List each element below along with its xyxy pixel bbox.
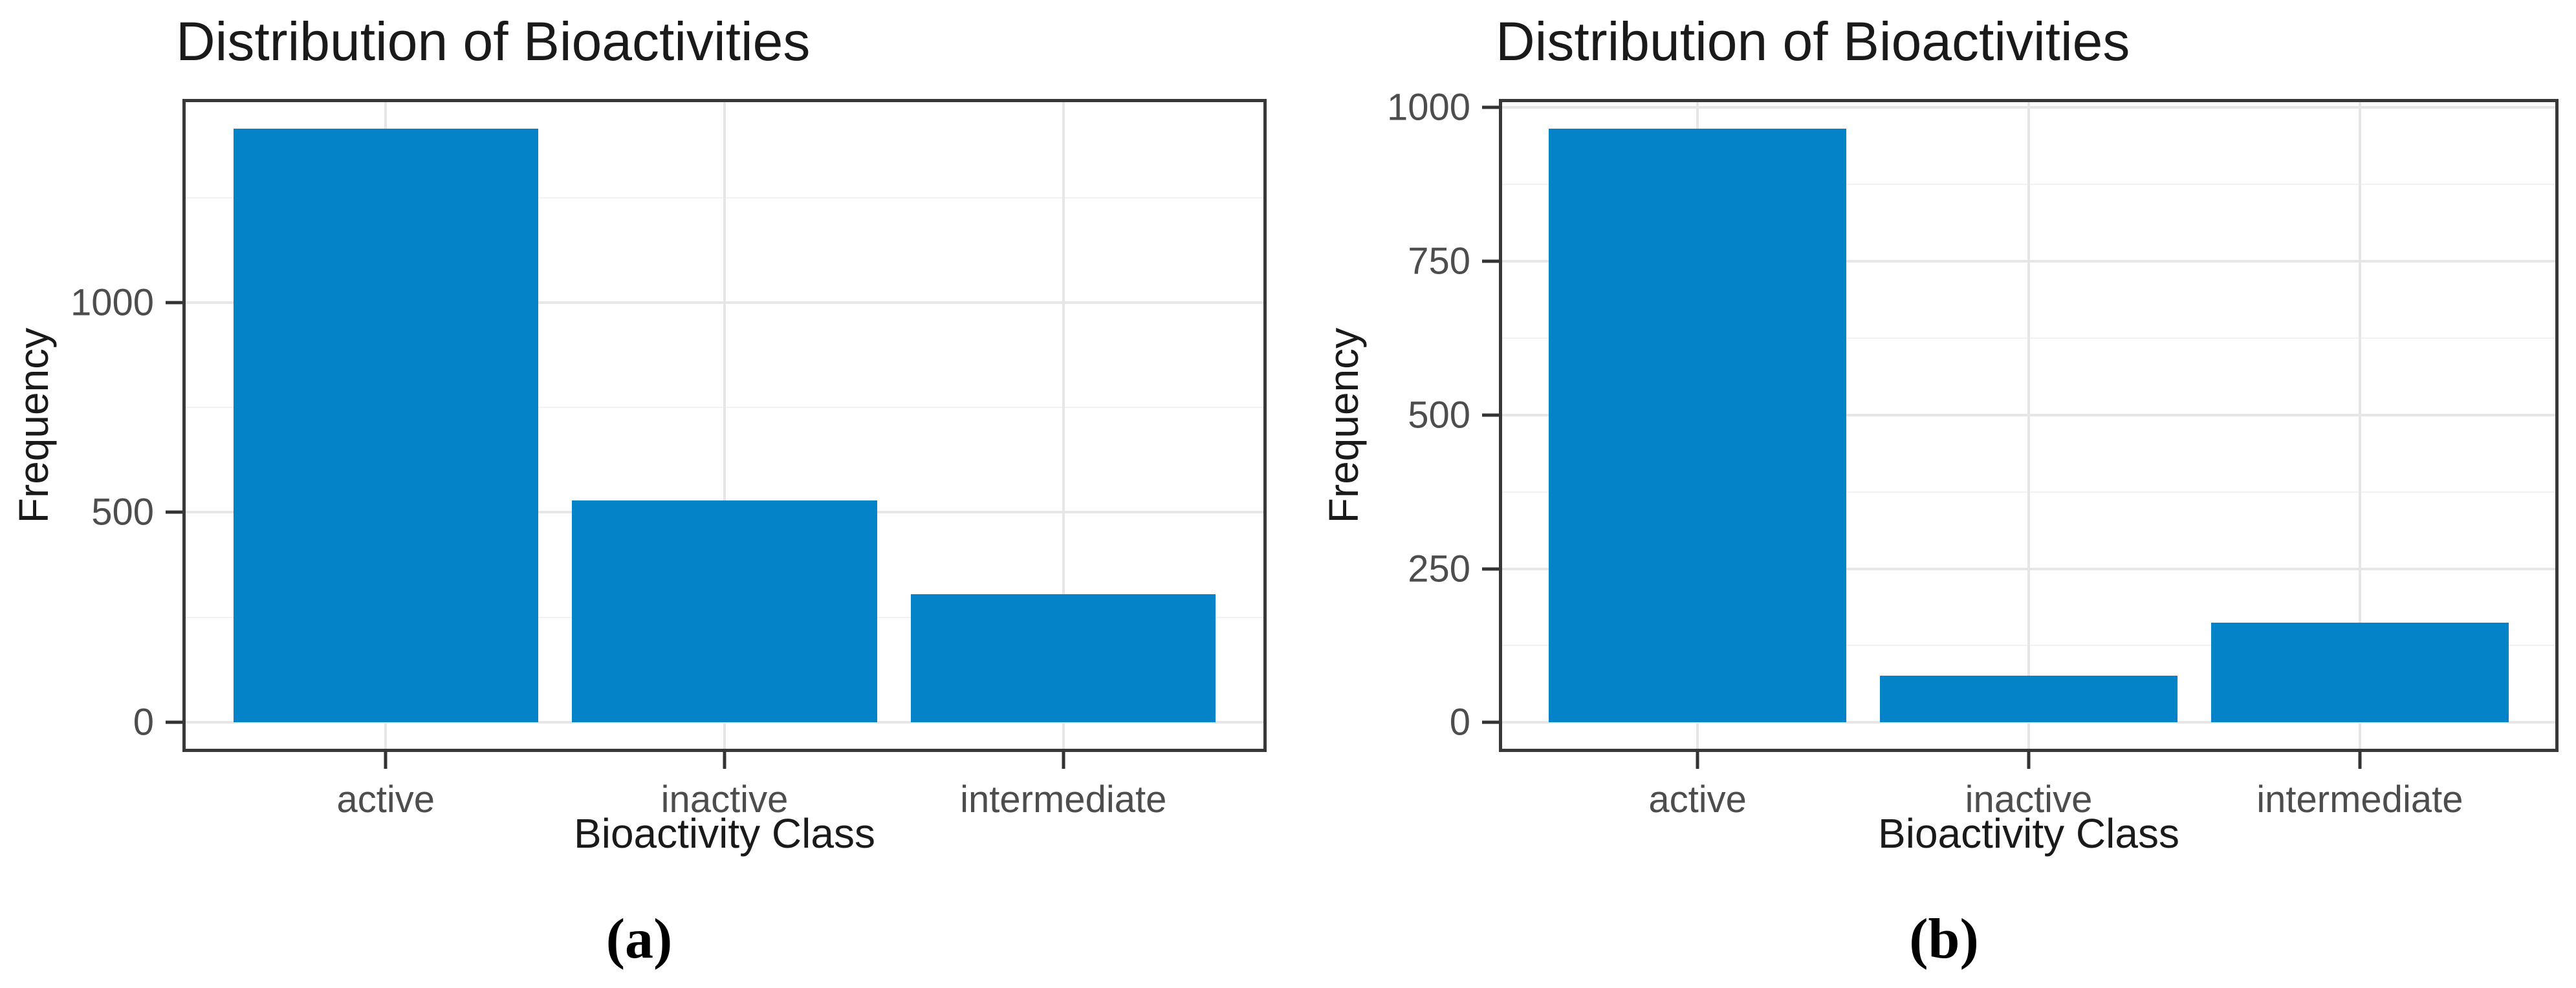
x-tick-label-active: active [1648,779,1747,821]
plot-panel: 0 500 1000 active inactive intermediate [71,99,1267,821]
y-axis-title: Frequency [10,327,57,524]
subfigure-caption-b: (b) [1909,908,1979,971]
y-tick-mark [1482,413,1499,417]
x-axis-title: Bioactivity Class [1878,810,2179,857]
plot-panel: 0 250 500 750 1000 active inactive intermediate [1387,87,2559,821]
gridline-major-vertical [1062,99,1065,752]
y-tick-mark [166,720,182,724]
chart-title: Distribution of Bioactivities [176,11,811,72]
x-tick-label-inactive: inactive [1965,779,2093,821]
y-tick-label: 1000 [70,281,154,324]
bar-intermediate [2210,623,2509,723]
bar-active [233,129,538,722]
x-tick-mark [2358,752,2362,769]
y-tick-mark [1482,720,1499,724]
chart-title: Distribution of Bioactivities [1496,11,2130,72]
y-tick-mark [1482,105,1499,109]
x-tick-label-intermediate: intermediate [960,779,1167,821]
bar-inactive [1879,676,2178,723]
x-tick-label-intermediate: intermediate [2256,779,2463,821]
x-tick-label-inactive: inactive [660,779,789,821]
y-tick-label: 750 [1408,240,1470,283]
y-axis-title: Frequency [1320,327,1367,524]
y-tick-label: 250 [1408,548,1470,590]
y-tick-label: 0 [1449,701,1470,744]
bar-inactive [572,500,877,722]
x-tick-label-active: active [336,779,435,821]
gridline-major [1499,567,2559,570]
bar-active [1548,128,1847,723]
x-tick-mark [1062,752,1065,769]
y-tick-mark [1482,567,1499,571]
gridline-major [182,720,1267,724]
x-tick-mark [2027,752,2031,769]
gridline-major-vertical [2358,99,2361,752]
gridline-major-vertical [723,99,726,752]
bar-intermediate [911,594,1216,722]
y-tick-mark [166,301,182,305]
y-tick-mark [1482,259,1499,263]
x-tick-mark [723,752,726,769]
gridline-major [1499,260,2559,263]
y-tick-label: 500 [1408,394,1470,436]
gridline-major [1499,413,2559,416]
gridline-major-vertical [2027,99,2030,752]
y-tick-label: 1000 [1386,86,1470,129]
y-tick-mark [166,510,182,514]
gridline-major [1499,721,2559,724]
x-tick-mark [384,752,387,769]
gridline-major [1499,106,2559,109]
gridline-major [182,301,1267,304]
y-tick-label: 0 [133,701,154,744]
y-tick-label: 500 [91,491,154,533]
x-axis-title: Bioactivity Class [574,810,875,857]
subfigure-caption-a: (a) [606,908,673,971]
x-tick-mark [1696,752,1699,769]
